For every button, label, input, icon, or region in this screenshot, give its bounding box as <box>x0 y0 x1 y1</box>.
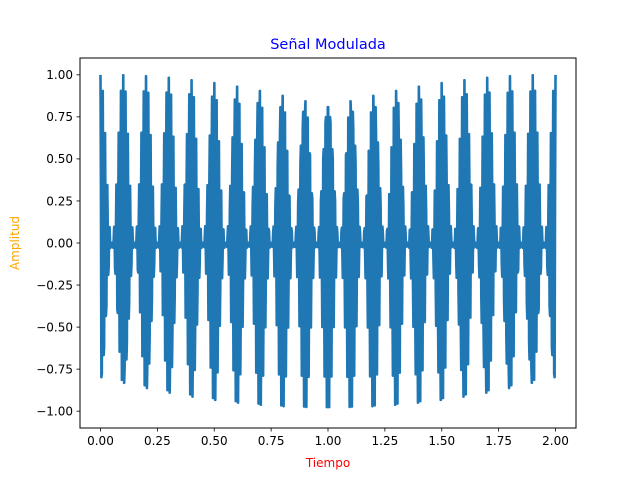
x-axis-title: Tiempo <box>305 456 350 470</box>
y-tick-label: −1.00 <box>36 404 73 418</box>
y-tick-label: −0.25 <box>36 278 73 292</box>
y-axis: −1.00 −0.75 −0.50 −0.25 0.00 0.25 0.50 0.75 1.00 <box>36 68 80 418</box>
x-tick-label: 2.00 <box>542 434 569 448</box>
y-tick-label: 0.75 <box>46 110 73 124</box>
series-layer <box>99 73 557 409</box>
y-tick-label: 0.50 <box>46 152 73 166</box>
x-axis: 0.00 0.25 0.50 0.75 1.00 1.25 1.50 1.75 2.00 <box>87 428 569 448</box>
y-tick-label: −0.75 <box>36 362 73 376</box>
x-tick-label: 1.75 <box>485 434 512 448</box>
y-tick-label: −0.50 <box>36 320 73 334</box>
y-tick-label: 0.00 <box>46 236 73 250</box>
y-tick-label: 1.00 <box>46 68 73 82</box>
chart-title: Señal Modulada <box>270 37 386 53</box>
x-tick-label: 0.75 <box>258 434 285 448</box>
x-tick-label: 1.25 <box>372 434 399 448</box>
y-axis-title: Amplitud <box>8 216 22 270</box>
y-tick-label: 0.25 <box>46 194 73 208</box>
x-tick-label: 0.00 <box>87 434 114 448</box>
x-tick-label: 1.50 <box>428 434 455 448</box>
x-tick-label: 1.00 <box>315 434 342 448</box>
x-tick-label: 0.50 <box>201 434 228 448</box>
x-tick-label: 0.25 <box>144 434 171 448</box>
series-line-0 <box>99 73 557 409</box>
